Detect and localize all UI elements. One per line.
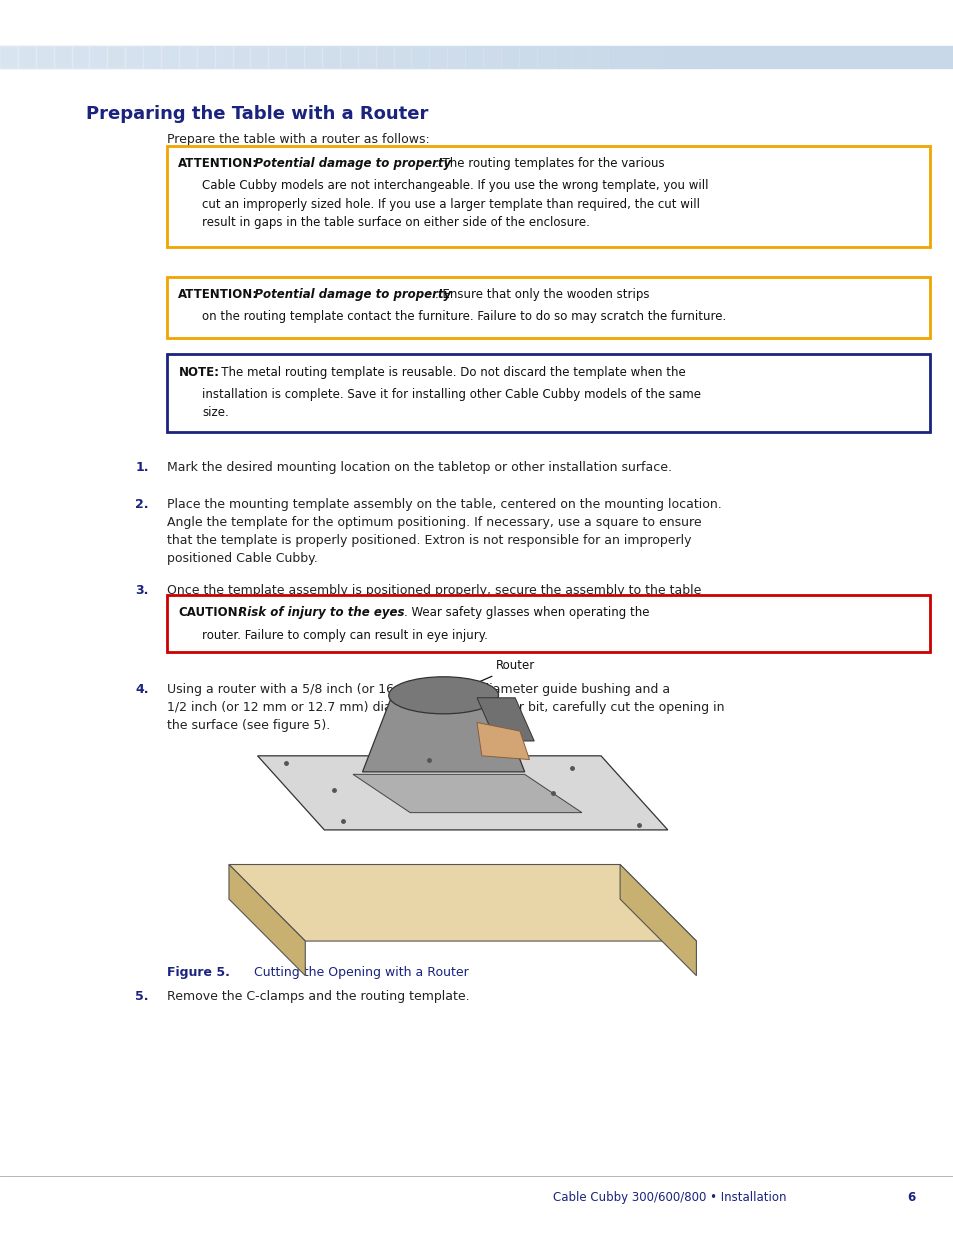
Text: Cable Cubby models are not interchangeable. If you use the wrong template, you w: Cable Cubby models are not interchangeab… bbox=[202, 179, 708, 228]
Text: Figure 5.: Figure 5. bbox=[167, 966, 230, 979]
Bar bbox=[161, 46, 178, 68]
Bar bbox=[71, 46, 90, 68]
FancyBboxPatch shape bbox=[167, 277, 929, 338]
Bar bbox=[429, 46, 447, 68]
Bar bbox=[18, 46, 36, 68]
Text: . The routing templates for the various: . The routing templates for the various bbox=[435, 157, 663, 170]
Text: router. Failure to comply can result in eye injury.: router. Failure to comply can result in … bbox=[202, 629, 488, 642]
Bar bbox=[482, 46, 500, 68]
Bar bbox=[339, 46, 357, 68]
Text: Preparing the Table with a Router: Preparing the Table with a Router bbox=[86, 105, 428, 124]
Bar bbox=[268, 46, 286, 68]
Bar bbox=[125, 46, 143, 68]
Polygon shape bbox=[476, 722, 529, 760]
Text: Using a router with a 5/8 inch (or 16 mm) outside diameter guide bushing and a
1: Using a router with a 5/8 inch (or 16 mm… bbox=[167, 683, 723, 732]
Bar bbox=[661, 46, 679, 68]
Text: . Ensure that only the wooden strips: . Ensure that only the wooden strips bbox=[435, 288, 648, 301]
Bar bbox=[590, 46, 607, 68]
Text: ATTENTION:: ATTENTION: bbox=[178, 288, 258, 301]
Bar bbox=[143, 46, 161, 68]
Bar bbox=[107, 46, 125, 68]
Bar bbox=[625, 46, 643, 68]
Bar bbox=[697, 46, 715, 68]
Bar bbox=[607, 46, 625, 68]
Text: Prepare the table with a router as follows:: Prepare the table with a router as follo… bbox=[167, 133, 429, 147]
Text: Cutting the Opening with a Router: Cutting the Opening with a Router bbox=[238, 966, 469, 979]
Bar bbox=[393, 46, 411, 68]
Text: 6: 6 bbox=[906, 1191, 914, 1204]
Bar bbox=[90, 46, 107, 68]
Polygon shape bbox=[353, 774, 581, 813]
FancyBboxPatch shape bbox=[167, 146, 929, 247]
Bar bbox=[250, 46, 268, 68]
Bar bbox=[679, 46, 697, 68]
Text: Potential damage to property: Potential damage to property bbox=[242, 157, 451, 170]
Bar bbox=[178, 46, 196, 68]
Polygon shape bbox=[229, 864, 696, 941]
Bar bbox=[53, 46, 71, 68]
Polygon shape bbox=[619, 864, 696, 976]
Bar bbox=[196, 46, 214, 68]
Bar bbox=[286, 46, 304, 68]
Text: Router: Router bbox=[452, 659, 535, 694]
Bar bbox=[233, 46, 250, 68]
Text: Remove the C-clamps and the routing template.: Remove the C-clamps and the routing temp… bbox=[167, 990, 469, 1004]
Bar bbox=[500, 46, 518, 68]
Text: . Wear safety glasses when operating the: . Wear safety glasses when operating the bbox=[403, 606, 648, 620]
Bar bbox=[572, 46, 590, 68]
Text: 4.: 4. bbox=[135, 683, 149, 697]
Bar bbox=[536, 46, 554, 68]
FancyBboxPatch shape bbox=[167, 354, 929, 432]
Bar bbox=[36, 46, 53, 68]
Bar bbox=[214, 46, 233, 68]
Bar bbox=[357, 46, 375, 68]
Text: Potential damage to property: Potential damage to property bbox=[242, 288, 451, 301]
Bar bbox=[304, 46, 321, 68]
Polygon shape bbox=[229, 864, 305, 976]
Bar bbox=[411, 46, 429, 68]
Text: 5.: 5. bbox=[135, 990, 149, 1004]
Text: Once the template assembly is positioned properly, secure the assembly to the ta: Once the template assembly is positioned… bbox=[167, 584, 700, 615]
Text: 3.: 3. bbox=[135, 584, 149, 598]
Bar bbox=[447, 46, 464, 68]
Text: 1.: 1. bbox=[135, 461, 149, 474]
Text: 2.: 2. bbox=[135, 498, 149, 511]
Text: Cable Cubby 300/600/800 • Installation: Cable Cubby 300/600/800 • Installation bbox=[553, 1191, 786, 1204]
Polygon shape bbox=[362, 698, 524, 772]
Bar bbox=[375, 46, 393, 68]
Bar bbox=[554, 46, 572, 68]
Bar bbox=[321, 46, 339, 68]
FancyBboxPatch shape bbox=[167, 595, 929, 652]
Bar bbox=[643, 46, 661, 68]
Ellipse shape bbox=[389, 677, 497, 714]
Bar bbox=[0, 46, 953, 68]
Text: CAUTION:: CAUTION: bbox=[178, 606, 243, 620]
Text: on the routing template contact the furniture. Failure to do so may scratch the : on the routing template contact the furn… bbox=[202, 310, 726, 324]
Bar bbox=[465, 46, 482, 68]
Bar bbox=[0, 46, 18, 68]
Text: ATTENTION:: ATTENTION: bbox=[178, 157, 258, 170]
Text: Risk of injury to the eyes: Risk of injury to the eyes bbox=[230, 606, 404, 620]
Polygon shape bbox=[257, 756, 667, 830]
Bar bbox=[518, 46, 536, 68]
Text: NOTE:: NOTE: bbox=[178, 366, 219, 379]
Text: The metal routing template is reusable. Do not discard the template when the: The metal routing template is reusable. … bbox=[210, 366, 685, 379]
Text: Mark the desired mounting location on the tabletop or other installation surface: Mark the desired mounting location on th… bbox=[167, 461, 671, 474]
Text: installation is complete. Save it for installing other Cable Cubby models of the: installation is complete. Save it for in… bbox=[202, 388, 700, 420]
Polygon shape bbox=[476, 698, 534, 741]
Text: Place the mounting template assembly on the table, centered on the mounting loca: Place the mounting template assembly on … bbox=[167, 498, 720, 564]
